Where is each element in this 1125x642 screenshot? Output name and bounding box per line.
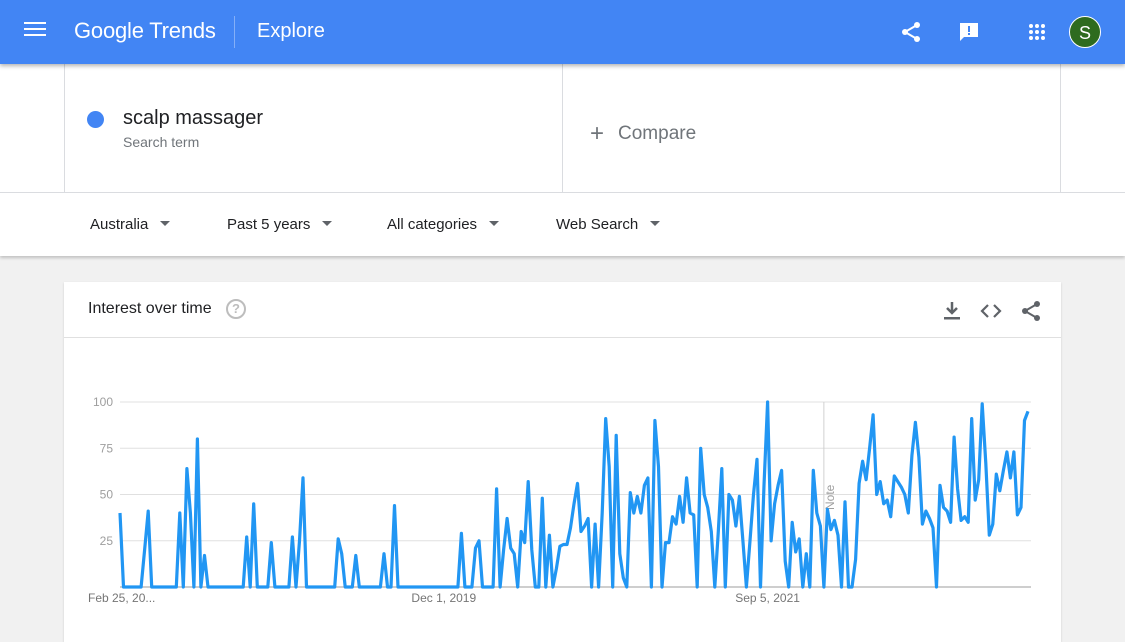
- note-label: Note: [823, 484, 837, 510]
- y-tick-label: 100: [93, 395, 113, 409]
- share-icon[interactable]: [899, 20, 923, 44]
- feedback-icon[interactable]: [957, 20, 981, 44]
- x-tick-label: Sep 5, 2021: [735, 591, 800, 605]
- y-tick-label: 75: [100, 441, 114, 455]
- apps-icon[interactable]: [1025, 20, 1049, 44]
- avatar[interactable]: S: [1069, 16, 1101, 48]
- header-divider: [234, 16, 235, 48]
- top-app-bar: Google Trends Explore S: [0, 0, 1125, 64]
- menu-icon[interactable]: [24, 22, 46, 40]
- page-title: Explore: [257, 20, 325, 43]
- y-tick-label: 50: [100, 488, 114, 502]
- y-tick-label: 25: [100, 534, 114, 548]
- x-tick-label: Feb 25, 20...: [88, 591, 155, 605]
- x-tick-label: Dec 1, 2019: [411, 591, 476, 605]
- google-trends-logo[interactable]: Google Trends: [74, 18, 216, 44]
